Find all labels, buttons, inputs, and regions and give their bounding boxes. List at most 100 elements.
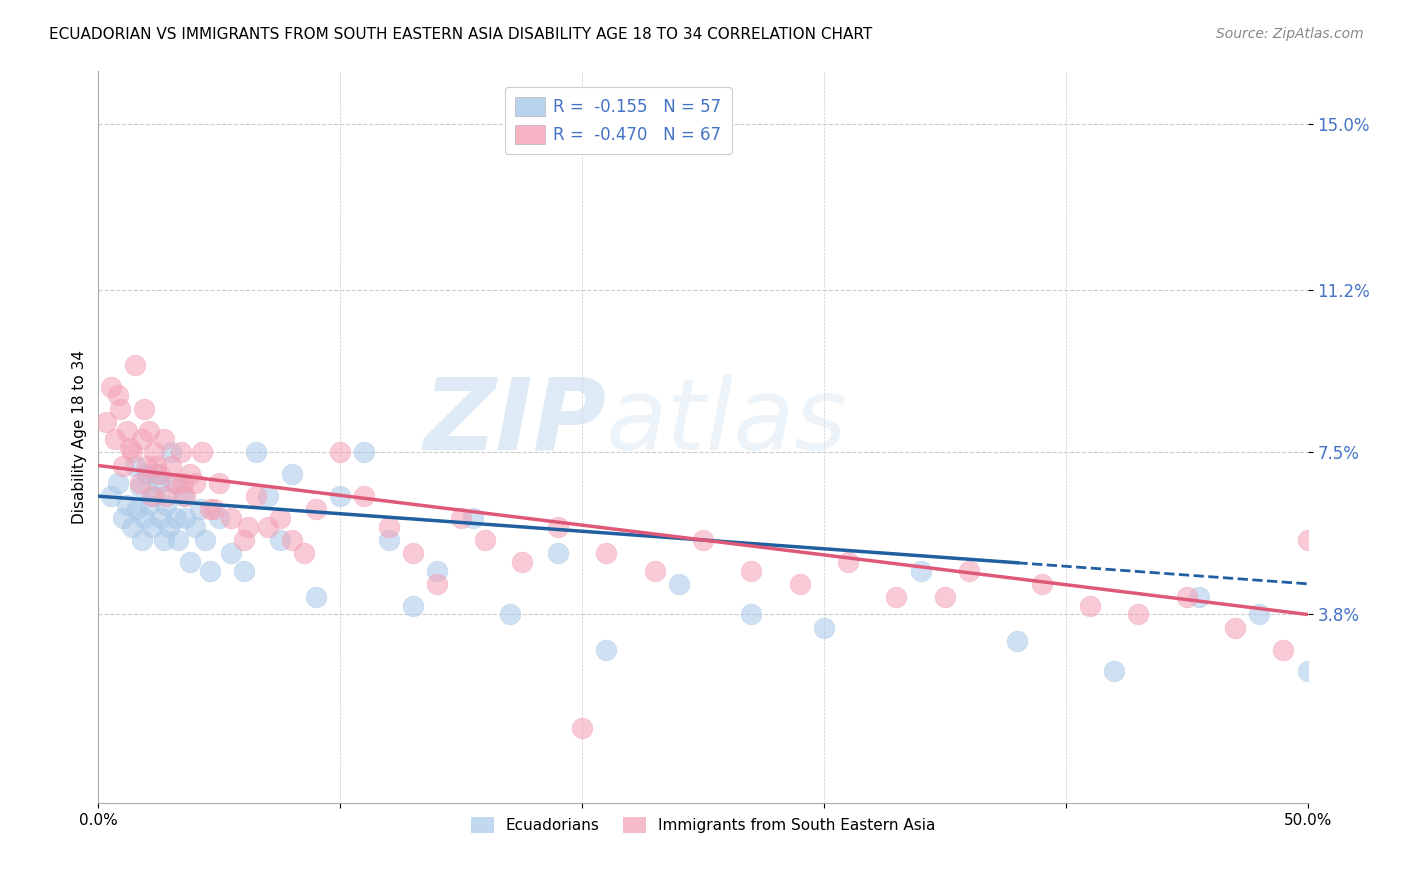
Point	[886, 590, 908, 604]
Point	[547, 520, 569, 534]
Point	[111, 458, 134, 473]
Point	[134, 401, 156, 416]
Point	[150, 511, 173, 525]
Point	[377, 520, 399, 534]
Point	[198, 564, 221, 578]
Point	[118, 441, 141, 455]
Point	[141, 520, 163, 534]
Point	[143, 445, 166, 459]
Point	[145, 467, 167, 482]
Point	[1249, 607, 1271, 622]
Point	[160, 445, 183, 459]
Point	[157, 520, 180, 534]
Text: ZIP: ZIP	[423, 374, 606, 471]
Point	[1296, 533, 1319, 547]
Point	[329, 445, 352, 459]
Point	[498, 607, 520, 622]
Point	[547, 546, 569, 560]
Point	[238, 520, 260, 534]
Point	[107, 476, 129, 491]
Point	[269, 533, 291, 547]
Point	[934, 590, 956, 604]
Point	[145, 458, 167, 473]
Point	[165, 476, 187, 491]
Point	[172, 489, 194, 503]
Point	[104, 432, 127, 446]
Point	[143, 489, 166, 503]
Point	[329, 489, 352, 503]
Point	[128, 476, 150, 491]
Point	[595, 546, 617, 560]
Point	[172, 476, 194, 491]
Point	[232, 533, 254, 547]
Y-axis label: Disability Age 18 to 34: Disability Age 18 to 34	[72, 350, 87, 524]
Point	[174, 511, 197, 525]
Point	[121, 445, 143, 459]
Point	[124, 458, 146, 473]
Point	[281, 533, 304, 547]
Point	[740, 564, 762, 578]
Point	[353, 489, 375, 503]
Text: ECUADORIAN VS IMMIGRANTS FROM SOUTH EASTERN ASIA DISABILITY AGE 18 TO 34 CORRELA: ECUADORIAN VS IMMIGRANTS FROM SOUTH EAST…	[49, 27, 873, 42]
Point	[128, 480, 150, 494]
Point	[1007, 633, 1029, 648]
Point	[957, 564, 980, 578]
Point	[184, 476, 207, 491]
Point	[100, 380, 122, 394]
Point	[232, 564, 254, 578]
Point	[813, 621, 835, 635]
Point	[221, 511, 243, 525]
Point	[160, 458, 183, 473]
Point	[100, 489, 122, 503]
Point	[1078, 599, 1101, 613]
Point	[510, 555, 533, 569]
Point	[789, 576, 811, 591]
Point	[740, 607, 762, 622]
Point	[174, 489, 197, 503]
Point	[138, 424, 160, 438]
Point	[305, 502, 328, 516]
Point	[474, 533, 496, 547]
Point	[167, 533, 190, 547]
Point	[155, 489, 177, 503]
Point	[188, 502, 211, 516]
Point	[127, 502, 149, 516]
Text: Source: ZipAtlas.com: Source: ZipAtlas.com	[1216, 27, 1364, 41]
Point	[169, 445, 191, 459]
Point	[837, 555, 859, 569]
Point	[305, 590, 328, 604]
Point	[1223, 621, 1246, 635]
Point	[179, 555, 201, 569]
Point	[94, 415, 117, 429]
Point	[292, 546, 315, 560]
Point	[191, 445, 214, 459]
Point	[1102, 665, 1125, 679]
Point	[256, 489, 278, 503]
Point	[1188, 590, 1211, 604]
Point	[1175, 590, 1198, 604]
Point	[426, 576, 449, 591]
Point	[111, 511, 134, 525]
Point	[148, 476, 170, 491]
Point	[134, 511, 156, 525]
Point	[1272, 642, 1295, 657]
Point	[124, 358, 146, 372]
Point	[152, 533, 174, 547]
Point	[179, 467, 201, 482]
Point	[353, 445, 375, 459]
Point	[107, 388, 129, 402]
Point	[131, 533, 153, 547]
Point	[138, 498, 160, 512]
Point	[426, 564, 449, 578]
Point	[198, 502, 221, 516]
Point	[692, 533, 714, 547]
Point	[402, 599, 425, 613]
Point	[910, 564, 932, 578]
Point	[108, 401, 131, 416]
Point	[245, 445, 267, 459]
Point	[135, 467, 157, 482]
Point	[165, 511, 187, 525]
Point	[208, 476, 231, 491]
Point	[450, 511, 472, 525]
Point	[463, 511, 485, 525]
